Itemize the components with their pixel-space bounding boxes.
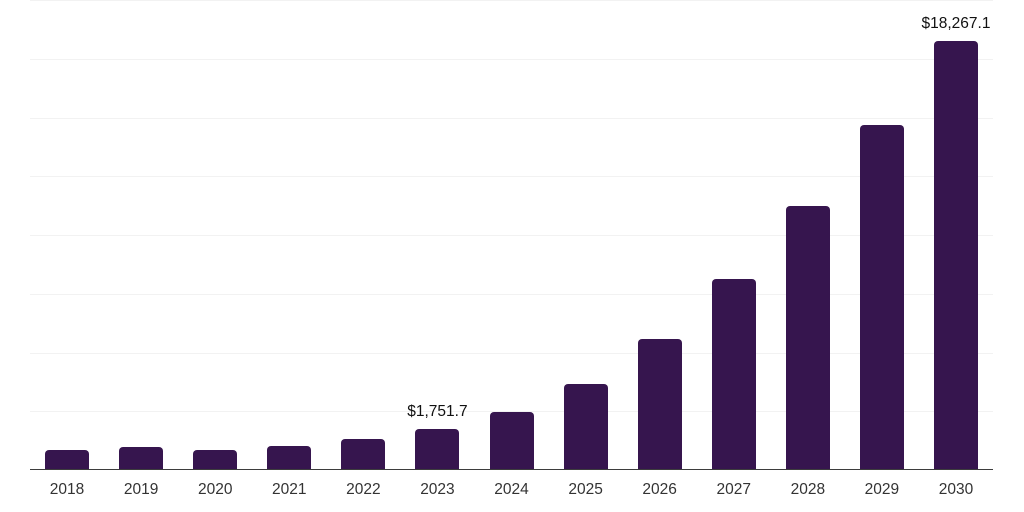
bars-row: $1,751.7 $18,267.1 — [30, 0, 993, 470]
x-tick-2030: 2030 — [938, 481, 974, 498]
x-tick-2024: 2024 — [494, 481, 529, 498]
x-axis-line — [30, 468, 993, 470]
bar-slot-2027 — [697, 0, 771, 470]
bar-slot-2019 — [104, 0, 178, 470]
bar-slot-2025 — [549, 0, 623, 470]
bar-2018 — [45, 450, 90, 470]
bar-slot-2029 — [845, 0, 919, 470]
gridline — [30, 58, 993, 60]
bar-slot-2028 — [771, 0, 845, 470]
gridline — [30, 293, 993, 295]
data-label-2030: $18,267.1 — [921, 15, 991, 33]
x-tick-2018: 2018 — [49, 481, 85, 498]
data-label-2023: $1,751.7 — [407, 403, 468, 421]
x-tick-2020: 2020 — [197, 481, 233, 498]
bar-slot-2023: $1,751.7 — [400, 0, 474, 470]
bar-2022 — [341, 438, 386, 470]
x-tick-2019: 2019 — [123, 481, 159, 498]
bar-slot-2024 — [474, 0, 548, 470]
bar-slot-2018 — [30, 0, 104, 470]
plot-area: $1,751.7 $18,267.1 — [30, 0, 993, 470]
bar-slot-2026 — [623, 0, 697, 470]
bar-slot-2030: $18,267.1 — [919, 0, 993, 470]
bar-2027 — [711, 279, 756, 470]
bar-2021 — [267, 446, 312, 470]
x-tick-2028: 2028 — [790, 481, 826, 498]
x-tick-2027: 2027 — [716, 481, 751, 498]
bar-slot-2022 — [326, 0, 400, 470]
x-tick-2029: 2029 — [864, 481, 900, 498]
gridline — [30, 117, 993, 119]
bar-2023 — [415, 428, 460, 470]
bar-2026 — [637, 338, 682, 470]
bar-2020 — [193, 450, 238, 470]
x-tick-2025: 2025 — [568, 481, 603, 498]
bar-2025 — [563, 383, 608, 470]
gridline — [30, 0, 993, 1]
bar-slot-2021 — [252, 0, 326, 470]
x-tick-2023: 2023 — [420, 481, 455, 498]
x-tick-2022: 2022 — [346, 481, 381, 498]
x-axis-labels: 2018 2019 2020 2021 2022 2023 2024 2025 2026 2027… — [30, 470, 993, 500]
bar-slot-2020 — [178, 0, 252, 470]
bar-2030 — [933, 40, 978, 470]
x-tick-2026: 2026 — [642, 481, 677, 498]
bar-2029 — [859, 125, 904, 470]
x-tick-2021: 2021 — [272, 481, 307, 498]
gridline — [30, 176, 993, 178]
gridline — [30, 235, 993, 236]
bar-2019 — [119, 446, 164, 470]
bar-2024 — [489, 411, 534, 470]
gridline — [30, 352, 993, 354]
bar-2028 — [785, 206, 830, 470]
